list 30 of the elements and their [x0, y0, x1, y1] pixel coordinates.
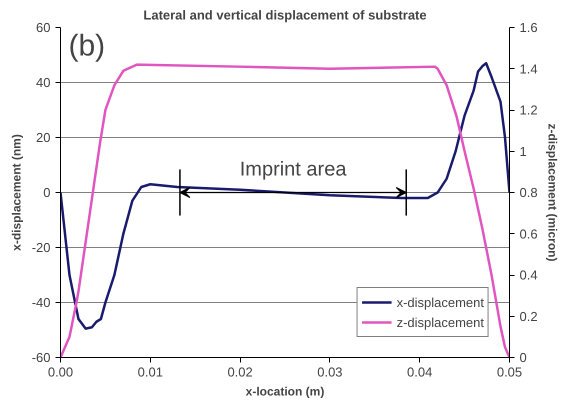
annotation: Imprint area — [240, 158, 348, 180]
x-tick-label: 0.01 — [138, 364, 163, 380]
y2-tick-label: 0.8 — [520, 185, 538, 200]
y-tick-label: -20 — [32, 240, 51, 255]
legend-label: z-displacement — [396, 314, 484, 330]
x-tick-label: 0.03 — [317, 364, 343, 380]
annotation: (b) — [68, 30, 106, 62]
y-axis-title: x-displacement (nm) — [10, 134, 24, 251]
y2-axis-title: z-displacement (micron) — [546, 123, 560, 262]
x-axis-title: x-location (m) — [246, 384, 324, 398]
y2-tick-label: 1.6 — [520, 20, 538, 35]
chart-title: Lateral and vertical displacement of substrate — [143, 8, 427, 22]
y2-tick-label: 0 — [520, 350, 527, 365]
y-tick-label: -60 — [32, 350, 51, 365]
legend-label: x-displacement — [396, 294, 484, 310]
x-tick-label: 0.00 — [48, 364, 74, 380]
y2-tick-label: 0.6 — [520, 226, 538, 242]
y-tick-label: 20 — [36, 130, 51, 145]
y-tick-label: 40 — [36, 75, 51, 90]
y-tick-label: -40 — [32, 295, 51, 310]
y2-tick-label: 0.4 — [520, 268, 538, 282]
y2-tick-label: 1.4 — [520, 61, 538, 76]
x-tick-label: 0.04 — [407, 364, 432, 380]
y2-tick-label: 0.2 — [520, 308, 538, 324]
x-tick-label: 0.02 — [227, 364, 253, 380]
x-tick-label: 0.05 — [496, 364, 522, 380]
y-tick-label: 60 — [36, 20, 51, 35]
y-tick-label: 0 — [43, 185, 51, 200]
y2-tick-label: 1.2 — [520, 102, 538, 118]
y2-tick-label: 1 — [520, 144, 527, 159]
